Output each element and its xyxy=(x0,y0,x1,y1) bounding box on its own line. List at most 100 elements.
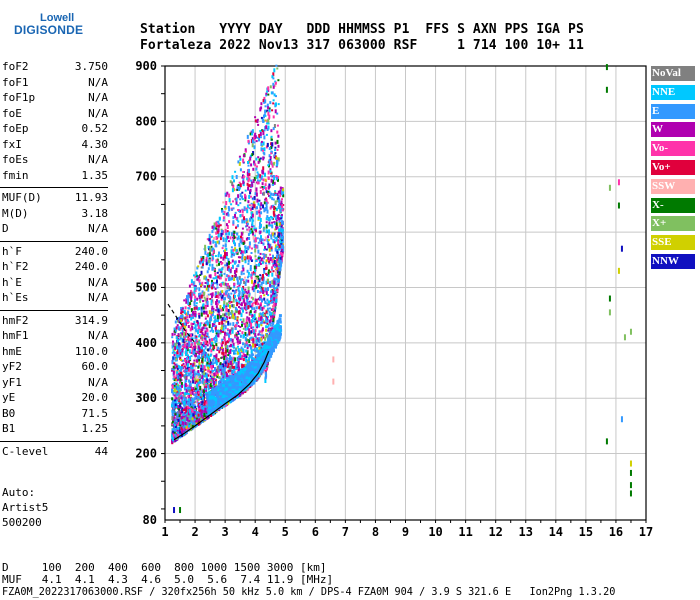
echo-point xyxy=(188,343,191,348)
echo-point xyxy=(232,248,235,252)
echo-point xyxy=(226,340,229,344)
echo-point xyxy=(192,415,195,419)
echo-point xyxy=(227,320,230,325)
echo-point xyxy=(213,323,216,326)
echo-point xyxy=(244,148,247,153)
echo-point xyxy=(198,405,200,409)
echo-point xyxy=(253,265,256,270)
param-name: D xyxy=(2,222,9,235)
echo-point xyxy=(218,322,221,325)
echo-point xyxy=(226,348,229,353)
echo-point xyxy=(204,247,207,252)
echo-point xyxy=(204,327,207,330)
echo-point xyxy=(219,315,222,319)
echo-point xyxy=(252,343,255,348)
echo-point xyxy=(253,161,256,166)
echo-point xyxy=(229,338,232,342)
echo-point xyxy=(274,146,277,149)
echo-point xyxy=(278,225,281,228)
echo-point xyxy=(249,132,252,136)
echo-point xyxy=(257,333,260,336)
echo-point xyxy=(171,404,173,408)
echo-point xyxy=(198,347,201,351)
echo-point xyxy=(189,380,192,384)
echo-point xyxy=(185,375,188,380)
echo-point xyxy=(197,347,200,351)
echo-point xyxy=(281,231,284,234)
echo-point xyxy=(243,209,246,212)
echo-point xyxy=(174,363,177,366)
param-row: C-level 44 xyxy=(2,445,108,461)
echo-point xyxy=(268,221,271,225)
echo-point xyxy=(201,368,204,371)
echo-point xyxy=(209,377,212,382)
echo-point xyxy=(262,191,265,196)
echo-point xyxy=(171,423,174,426)
echo-point xyxy=(253,234,256,237)
echo-point xyxy=(215,353,218,358)
echo-point xyxy=(190,343,193,347)
echo-point xyxy=(191,349,194,354)
echo-point xyxy=(246,204,249,209)
echo-point xyxy=(275,176,278,180)
echo-point xyxy=(265,310,268,314)
echo-point xyxy=(229,297,232,302)
echo-point xyxy=(274,244,277,249)
echo-point xyxy=(273,277,276,280)
echo-point xyxy=(237,220,240,223)
echo-point xyxy=(268,313,271,316)
echo-point xyxy=(228,333,230,338)
echo-point xyxy=(248,194,251,199)
echo-point xyxy=(257,281,260,285)
echo-point xyxy=(229,311,232,315)
echo-point xyxy=(178,389,181,394)
echo-point xyxy=(251,206,254,210)
echo-point xyxy=(271,163,274,168)
echo-point xyxy=(206,382,209,385)
echo-point xyxy=(272,262,275,267)
echo-point xyxy=(200,294,203,299)
echo-point xyxy=(273,213,276,217)
echo-point xyxy=(218,364,221,369)
echo-point xyxy=(268,154,271,158)
echo-point xyxy=(225,371,227,374)
echo-point xyxy=(215,338,218,342)
echo-point xyxy=(274,222,276,225)
echo-point xyxy=(225,278,228,282)
echo-point xyxy=(227,283,229,286)
echo-point xyxy=(236,185,239,189)
x-tick-label: 9 xyxy=(402,525,409,539)
echo-point xyxy=(264,336,267,341)
echo-point xyxy=(255,347,258,352)
echo-point xyxy=(262,274,264,278)
echo-point xyxy=(181,402,184,405)
echo-point xyxy=(259,207,262,210)
echo-point xyxy=(277,79,280,82)
echo-point xyxy=(272,285,275,289)
auto-label: Auto: xyxy=(2,486,36,499)
echo-point xyxy=(199,292,202,295)
param-row: foEs N/A xyxy=(2,153,108,169)
echo-point xyxy=(264,254,267,257)
echo-point xyxy=(207,369,210,372)
echo-point xyxy=(271,142,274,147)
echo-point xyxy=(245,256,248,260)
echo-point xyxy=(175,358,177,361)
x-tick-label: 3 xyxy=(222,525,229,539)
echo-point xyxy=(281,247,283,251)
echo-point xyxy=(214,381,217,385)
echo-point xyxy=(222,216,225,220)
echo-point xyxy=(228,301,231,304)
echo-point xyxy=(202,369,205,373)
x-tick-label: 8 xyxy=(372,525,379,539)
echo-point xyxy=(184,398,187,401)
echo-point xyxy=(201,281,204,286)
echo-point xyxy=(181,323,184,328)
echo-point xyxy=(253,244,256,249)
echo-point xyxy=(271,258,274,263)
echo-point xyxy=(195,306,198,310)
echo-point xyxy=(179,345,182,349)
echo-point xyxy=(175,363,178,366)
echo-point xyxy=(239,326,242,328)
echo-point xyxy=(259,330,262,333)
